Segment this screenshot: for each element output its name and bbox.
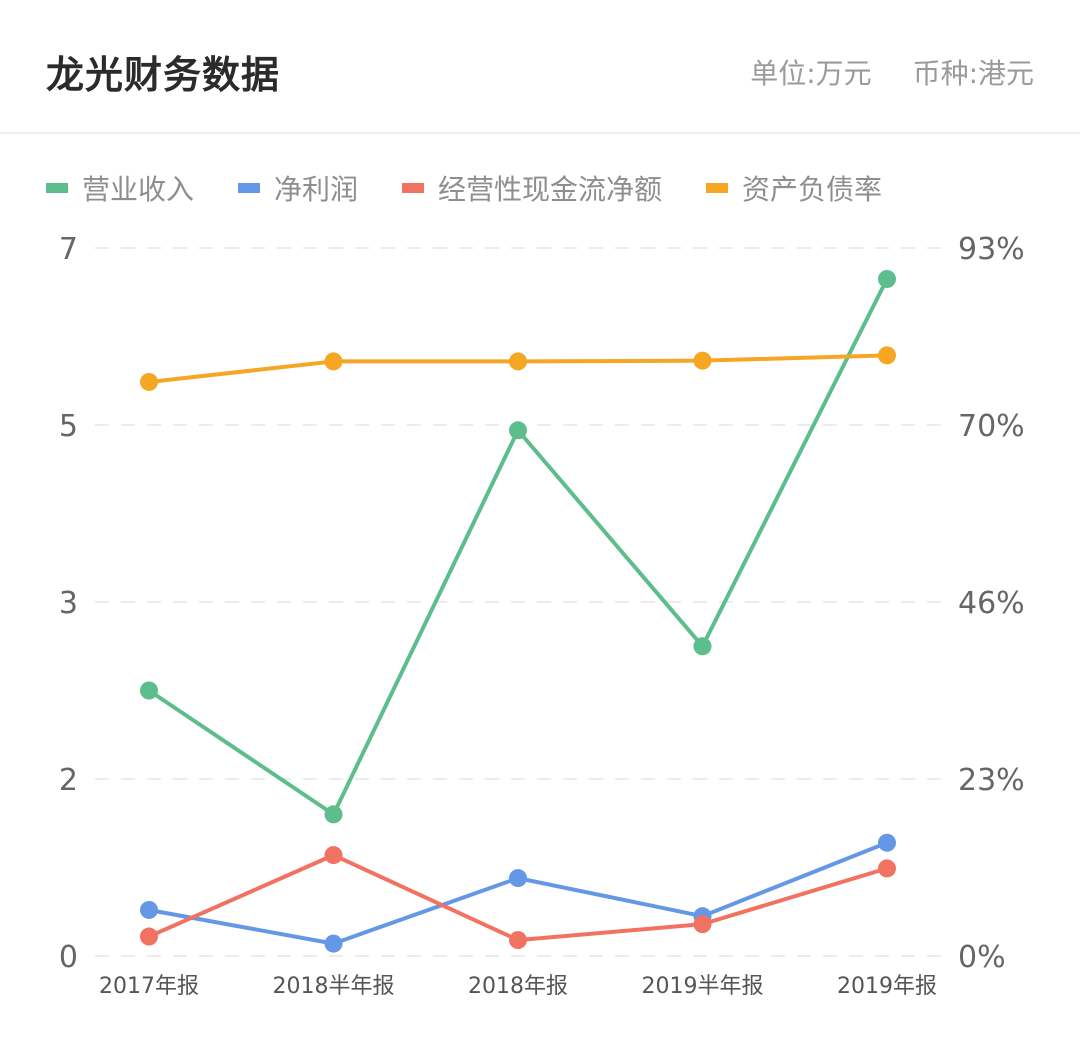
page-title: 龙光财务数据 bbox=[46, 53, 281, 97]
legend-label-cash-flow: 经营性现金流净额 bbox=[438, 173, 663, 206]
x-axis-ticks: 2017年报 2018半年报 2018年报 2019半年报 2019年报 bbox=[99, 974, 937, 999]
data-point-revenue[interactable] bbox=[693, 637, 712, 656]
x-tick-label: 2019半年报 bbox=[642, 974, 764, 999]
series-revenue bbox=[140, 269, 896, 824]
series-line-cash-flow bbox=[147, 853, 889, 943]
series-cash-flow bbox=[140, 846, 896, 950]
series-line-net-profit bbox=[147, 840, 889, 946]
left-tick-label: 2 bbox=[59, 763, 78, 798]
right-tick-label: 70% bbox=[958, 409, 1025, 444]
x-tick-label: 2017年报 bbox=[99, 974, 199, 999]
unit-label: 单位:万元 bbox=[750, 57, 872, 90]
data-point-net-profit[interactable] bbox=[140, 900, 158, 919]
legend-label-debt-ratio: 资产负债率 bbox=[742, 173, 883, 206]
legend-label-net-profit: 净利润 bbox=[274, 173, 359, 206]
data-point-cash-flow[interactable] bbox=[324, 846, 343, 865]
currency-label: 币种:港元 bbox=[912, 57, 1034, 90]
chart-legend: 营业收入 净利润 经营性现金流净额 资产负债率 bbox=[46, 168, 926, 208]
data-point-revenue[interactable] bbox=[324, 805, 343, 824]
data-point-debt-ratio[interactable] bbox=[693, 351, 712, 370]
legend-item-revenue[interactable]: 营业收入 bbox=[46, 168, 194, 208]
series-debt-ratio bbox=[140, 346, 896, 391]
data-point-cash-flow[interactable] bbox=[509, 931, 527, 950]
legend-swatch-debt-ratio bbox=[706, 183, 729, 193]
series-net-profit bbox=[140, 833, 896, 953]
data-point-revenue[interactable] bbox=[509, 421, 527, 440]
series-lines bbox=[140, 269, 896, 953]
legend-label-revenue: 营业收入 bbox=[82, 173, 195, 206]
legend-swatch-net-profit bbox=[238, 183, 261, 193]
x-tick-label: 2018半年报 bbox=[273, 974, 395, 999]
left-axis-ticks: 0 2 3 5 7 bbox=[59, 232, 78, 975]
data-point-debt-ratio[interactable] bbox=[878, 346, 896, 365]
data-point-cash-flow[interactable] bbox=[878, 859, 896, 878]
data-point-debt-ratio[interactable] bbox=[140, 372, 158, 391]
data-point-cash-flow[interactable] bbox=[140, 927, 158, 946]
left-tick-label: 3 bbox=[59, 586, 78, 621]
left-tick-label: 5 bbox=[59, 409, 78, 444]
legend-item-cash-flow[interactable]: 经营性现金流净额 bbox=[402, 168, 662, 208]
right-tick-label: 93% bbox=[958, 232, 1025, 267]
chart-header: 龙光财务数据 单位:万元 币种:港元 bbox=[0, 0, 1080, 134]
data-point-net-profit[interactable] bbox=[324, 934, 343, 953]
data-point-revenue[interactable] bbox=[140, 681, 158, 700]
legend-swatch-cash-flow bbox=[402, 183, 425, 193]
legend-swatch-revenue bbox=[46, 183, 68, 193]
right-tick-label: 23% bbox=[958, 763, 1025, 798]
left-tick-label: 7 bbox=[59, 232, 78, 267]
data-point-debt-ratio[interactable] bbox=[324, 352, 343, 371]
left-tick-label: 0 bbox=[59, 940, 78, 975]
legend-item-debt-ratio[interactable]: 资产负债率 bbox=[706, 168, 882, 208]
data-point-debt-ratio[interactable] bbox=[509, 352, 527, 371]
x-tick-label: 2019年报 bbox=[837, 974, 937, 999]
data-point-net-profit[interactable] bbox=[509, 869, 527, 888]
right-tick-label: 0% bbox=[958, 940, 1006, 975]
x-tick-label: 2018年报 bbox=[468, 974, 568, 999]
data-point-revenue[interactable] bbox=[878, 269, 896, 288]
right-axis-ticks: 0% 23% 46% 70% 93% bbox=[958, 232, 1025, 975]
unit-info: 单位:万元 币种:港元 bbox=[718, 52, 1034, 92]
data-point-net-profit[interactable] bbox=[878, 833, 896, 852]
data-point-cash-flow[interactable] bbox=[693, 915, 712, 934]
legend-item-net-profit[interactable]: 净利润 bbox=[238, 168, 358, 208]
right-tick-label: 46% bbox=[958, 586, 1025, 621]
